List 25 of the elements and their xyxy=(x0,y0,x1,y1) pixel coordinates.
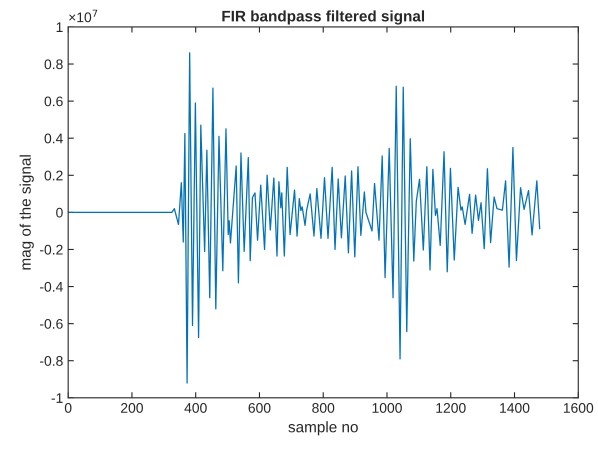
x-tick-label: 800 xyxy=(312,403,334,413)
x-tick-label: 1400 xyxy=(500,403,530,413)
line-series xyxy=(68,52,540,384)
y-tick-label: -0.4 xyxy=(40,282,63,292)
y-tick-label: -0.8 xyxy=(40,356,63,366)
x-tick-label: 0 xyxy=(64,403,72,413)
x-tick-label: 1000 xyxy=(372,403,402,413)
y-tick-label: 1 xyxy=(56,22,63,32)
y-tick-label: -1 xyxy=(52,393,63,403)
y-tick-label: 0.8 xyxy=(44,59,63,70)
x-tick-label: 1200 xyxy=(436,403,466,413)
y-tick-label: 0.2 xyxy=(44,170,63,180)
x-tick-label: 400 xyxy=(184,403,207,413)
text: ×10$^{7}$ xyxy=(69,10,98,22)
x-tick-label: 1600 xyxy=(564,403,594,413)
y-tick-label: -0.6 xyxy=(40,318,63,329)
x-tick-label: 200 xyxy=(121,403,143,413)
y-tick-label: 0.6 xyxy=(44,96,63,106)
y-axis-title: mag of the signal xyxy=(20,155,34,270)
y-tick-label: 0 xyxy=(56,208,63,218)
y-tick-label: 0.4 xyxy=(44,134,63,144)
y-tick-label: -0.2 xyxy=(40,244,63,255)
chart-title: FIR bandpass filtered signal xyxy=(222,10,424,25)
x-tick-label: 600 xyxy=(248,403,270,413)
x-axis-title: sample no xyxy=(288,421,358,436)
